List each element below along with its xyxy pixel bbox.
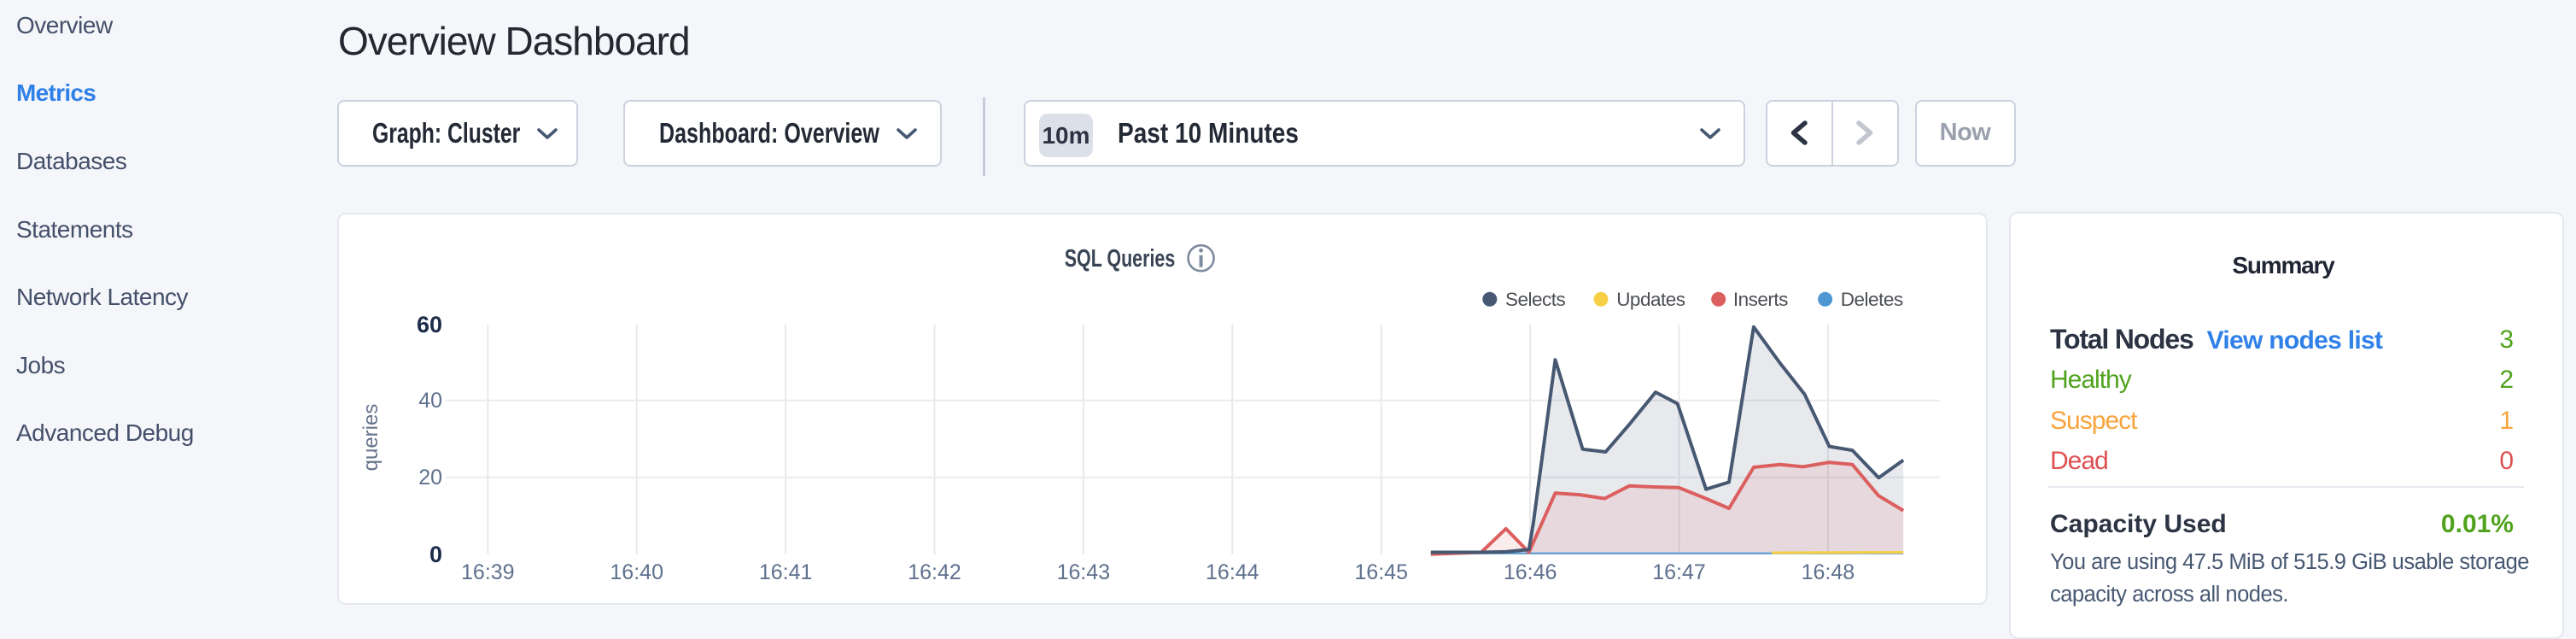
svg-text:16:43: 16:43 <box>1057 560 1111 584</box>
svg-text:queries: queries <box>359 404 383 472</box>
svg-text:16:44: 16:44 <box>1206 560 1259 584</box>
svg-text:20: 20 <box>418 466 442 490</box>
svg-text:16:41: 16:41 <box>759 560 813 584</box>
svg-text:0: 0 <box>429 542 442 567</box>
svg-text:16:45: 16:45 <box>1354 560 1408 584</box>
svg-text:SQL Queries: SQL Queries <box>1065 245 1176 273</box>
svg-text:16:47: 16:47 <box>1652 560 1706 584</box>
svg-text:Selects: Selects <box>1505 289 1566 310</box>
svg-text:16:39: 16:39 <box>461 560 515 584</box>
svg-text:Inserts: Inserts <box>1733 289 1788 310</box>
svg-text:16:40: 16:40 <box>610 560 663 584</box>
svg-text:60: 60 <box>417 312 442 337</box>
svg-text:40: 40 <box>418 389 442 413</box>
svg-text:Deletes: Deletes <box>1841 289 1903 310</box>
svg-text:16:48: 16:48 <box>1802 560 1855 584</box>
svg-text:16:42: 16:42 <box>908 560 961 584</box>
svg-text:16:46: 16:46 <box>1504 560 1557 584</box>
svg-text:Updates: Updates <box>1616 289 1685 310</box>
